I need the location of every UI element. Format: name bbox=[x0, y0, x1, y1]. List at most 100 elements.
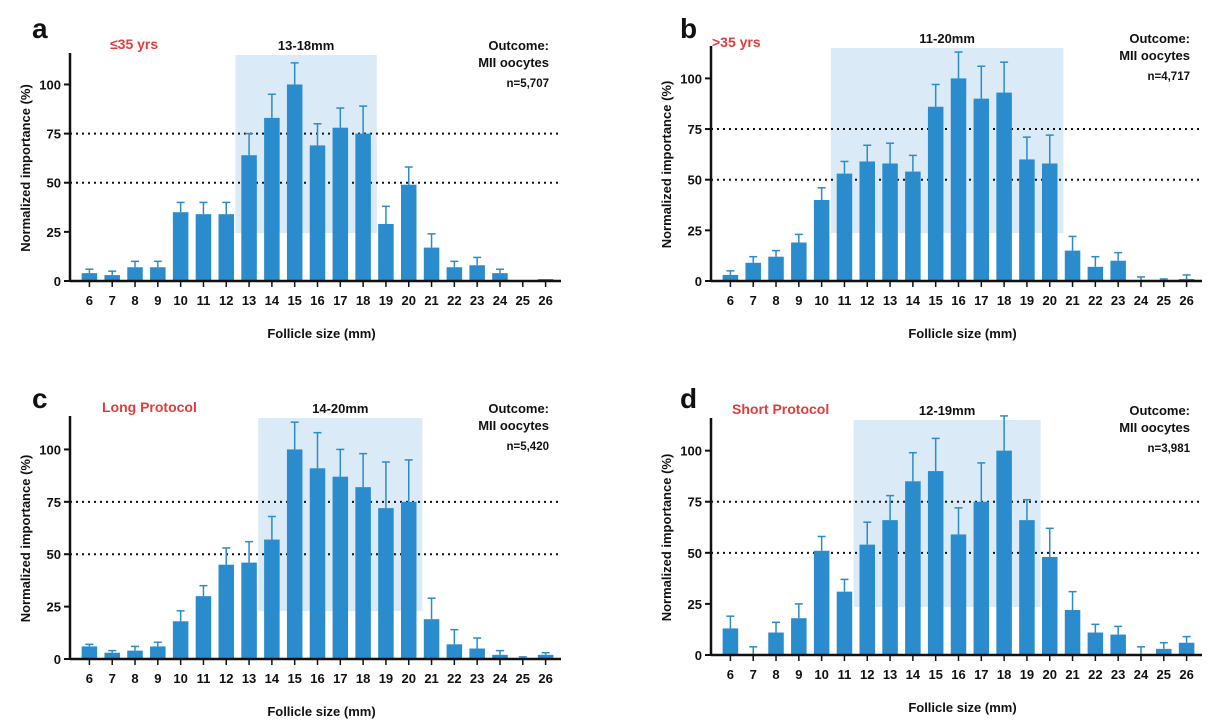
bar-10 bbox=[813, 199, 830, 281]
y-axis-title: Normalized importance (%) bbox=[18, 84, 33, 252]
x-axis-title: Follicle size (mm) bbox=[267, 326, 375, 341]
x-tick-label-20: 20 bbox=[402, 293, 416, 308]
outcome-value: MII oocytes bbox=[1119, 48, 1190, 63]
bar-12 bbox=[859, 161, 876, 281]
y-tick-label-50: 50 bbox=[688, 546, 702, 561]
x-tick-label-26: 26 bbox=[538, 293, 552, 308]
x-tick-label-8: 8 bbox=[772, 293, 779, 308]
x-tick-label-23: 23 bbox=[1111, 667, 1125, 682]
x-tick-label-7: 7 bbox=[750, 293, 757, 308]
x-tick-label-19: 19 bbox=[379, 671, 393, 686]
x-tick-label-15: 15 bbox=[928, 667, 942, 682]
bar-17 bbox=[332, 127, 349, 281]
sample-size-label: n=5,420 bbox=[506, 441, 549, 453]
bar-25 bbox=[1156, 648, 1172, 655]
bar-26 bbox=[1178, 642, 1195, 655]
bar-22 bbox=[1087, 266, 1104, 281]
bar-23 bbox=[469, 265, 485, 281]
x-tick-label-19: 19 bbox=[1020, 667, 1034, 682]
y-tick-label-0: 0 bbox=[54, 652, 61, 667]
x-tick-label-10: 10 bbox=[814, 293, 828, 308]
x-tick-label-6: 6 bbox=[86, 293, 93, 308]
sample-size-label: n=5,707 bbox=[506, 78, 549, 90]
x-tick-label-24: 24 bbox=[1134, 667, 1149, 682]
bar-12 bbox=[859, 544, 876, 655]
group-label: Short Protocol bbox=[732, 401, 829, 417]
x-tick-label-14: 14 bbox=[265, 671, 280, 686]
bar-8 bbox=[127, 650, 143, 659]
x-tick-label-6: 6 bbox=[727, 293, 734, 308]
x-tick-label-26: 26 bbox=[538, 671, 552, 686]
x-tick-label-17: 17 bbox=[974, 667, 988, 682]
x-tick-label-21: 21 bbox=[1065, 293, 1079, 308]
x-tick-label-25: 25 bbox=[1157, 667, 1171, 682]
y-tick-label-75: 75 bbox=[47, 127, 61, 142]
bar-20 bbox=[1041, 163, 1058, 281]
x-tick-label-11: 11 bbox=[838, 293, 852, 308]
panel-letter: c bbox=[32, 383, 48, 414]
bar-8 bbox=[768, 632, 784, 655]
bar-11 bbox=[836, 591, 853, 655]
y-tick-label-75: 75 bbox=[688, 122, 702, 137]
bar-19 bbox=[378, 224, 394, 281]
y-tick-label-100: 100 bbox=[39, 442, 61, 457]
outcome-value: MII oocytes bbox=[478, 418, 549, 433]
y-tick-label-0: 0 bbox=[695, 648, 702, 663]
panel-letter: b bbox=[680, 13, 697, 44]
x-tick-label-9: 9 bbox=[154, 671, 161, 686]
bar-18 bbox=[355, 487, 371, 659]
sample-size-label: n=4,717 bbox=[1147, 71, 1190, 83]
y-tick-label-50: 50 bbox=[688, 173, 702, 188]
x-tick-label-11: 11 bbox=[838, 667, 852, 682]
bar-21 bbox=[1064, 250, 1081, 281]
x-tick-label-12: 12 bbox=[860, 667, 874, 682]
bar-18 bbox=[355, 133, 371, 281]
bar-13 bbox=[882, 520, 898, 655]
x-tick-label-21: 21 bbox=[424, 671, 438, 686]
x-axis-title: Follicle size (mm) bbox=[908, 326, 1016, 341]
y-axis-title: Normalized importance (%) bbox=[659, 81, 674, 249]
y-tick-label-25: 25 bbox=[47, 225, 61, 240]
x-tick-label-18: 18 bbox=[997, 667, 1011, 682]
highlight-range-label: 11-20mm bbox=[919, 31, 975, 46]
y-tick-label-100: 100 bbox=[680, 444, 702, 459]
x-tick-label-16: 16 bbox=[951, 667, 965, 682]
bar-12 bbox=[218, 214, 235, 281]
bar-15 bbox=[927, 106, 944, 281]
x-tick-label-13: 13 bbox=[883, 667, 897, 682]
x-tick-label-25: 25 bbox=[1157, 293, 1171, 308]
chart-panel-a: 13-18mm 0 25 50 75 100 6 7 8 9 10 11 12 13 14 15 16 17 18 1… bbox=[18, 13, 561, 341]
bar-20 bbox=[1041, 556, 1058, 655]
y-tick-label-75: 75 bbox=[47, 495, 61, 510]
bar-20 bbox=[400, 184, 417, 281]
bar-21 bbox=[1064, 610, 1081, 655]
bar-16 bbox=[309, 468, 326, 659]
x-tick-label-10: 10 bbox=[173, 293, 187, 308]
x-tick-label-17: 17 bbox=[974, 293, 988, 308]
x-tick-label-20: 20 bbox=[1043, 293, 1057, 308]
x-tick-label-11: 11 bbox=[197, 671, 211, 686]
x-tick-label-23: 23 bbox=[1111, 293, 1125, 308]
bar-19 bbox=[1019, 520, 1035, 655]
bar-24 bbox=[492, 273, 508, 281]
bar-6 bbox=[722, 274, 739, 281]
bar-12 bbox=[218, 564, 235, 659]
outcome-label: Outcome: bbox=[488, 401, 549, 416]
x-tick-label-13: 13 bbox=[242, 293, 256, 308]
bar-21 bbox=[423, 247, 440, 281]
x-tick-label-8: 8 bbox=[131, 671, 138, 686]
bar-17 bbox=[973, 501, 990, 655]
x-tick-label-14: 14 bbox=[906, 293, 921, 308]
bar-6 bbox=[81, 273, 98, 281]
y-axis-title: Normalized importance (%) bbox=[659, 454, 674, 622]
bar-14 bbox=[264, 539, 280, 659]
bar-13 bbox=[241, 562, 257, 659]
bar-7 bbox=[104, 275, 120, 281]
bar-15 bbox=[286, 449, 303, 659]
x-tick-label-10: 10 bbox=[173, 671, 187, 686]
bar-14 bbox=[905, 171, 921, 281]
bar-19 bbox=[378, 508, 394, 659]
bar-23 bbox=[1110, 260, 1126, 281]
x-tick-label-15: 15 bbox=[287, 671, 301, 686]
bar-20 bbox=[400, 501, 417, 659]
